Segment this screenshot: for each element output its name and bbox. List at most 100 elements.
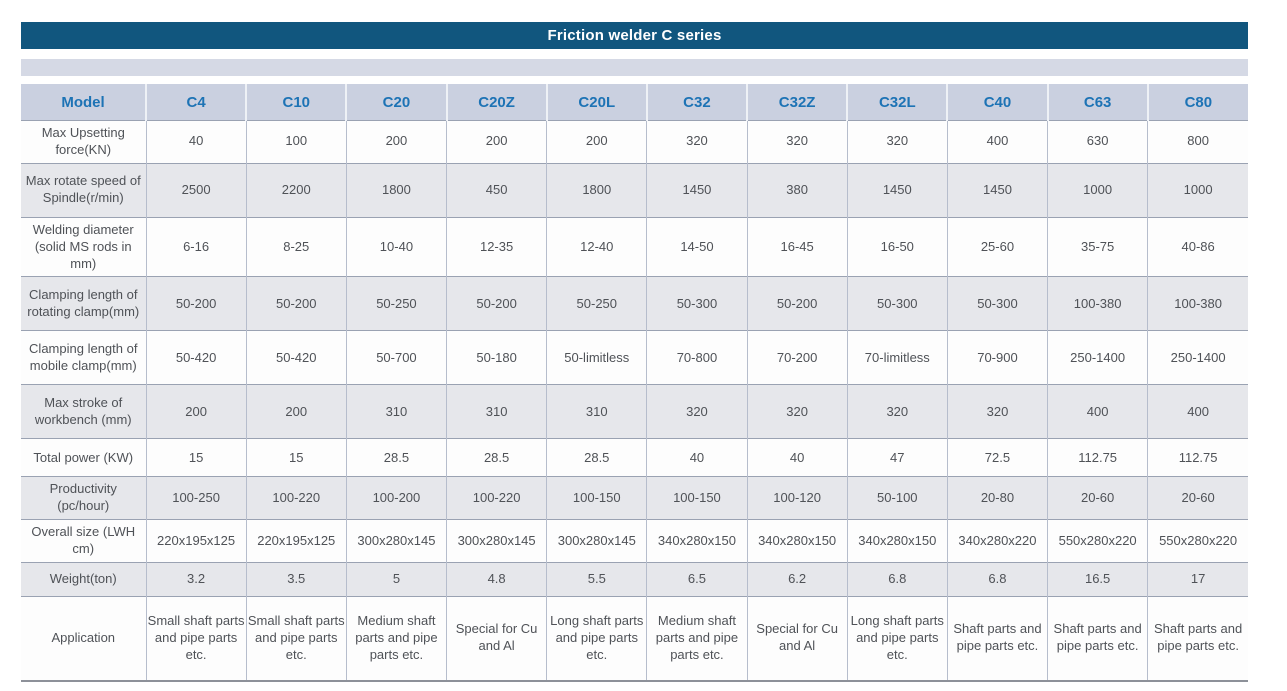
value-cell: 1450 [646,162,748,218]
value-cell: 200 [245,384,347,439]
model-column-header: C32L [846,84,948,121]
row-label-cell: Application [21,596,146,681]
value-cell: 112.75 [1047,438,1148,477]
value-cell: 50-200 [145,276,247,331]
value-cell: 1000 [1147,162,1248,218]
value-cell: 6.5 [646,562,748,597]
value-cell: 200 [145,384,247,439]
value-cell: Shaft parts and pipe parts etc. [1047,596,1148,681]
row-label-cell: Welding diameter (solid MS rods in mm) [21,216,146,277]
value-cell: 320 [746,384,848,439]
row-label-cell: Productivity (pc/hour) [21,476,146,520]
value-cell: 25-60 [946,216,1048,277]
table-row: Weight(ton) 3.2 3.5 5 4.8 5.5 6.5 6.2 6.8 6.8 16.5… [21,562,1248,597]
model-column-header: C80 [1146,84,1248,121]
value-cell: 70-800 [646,330,748,385]
value-cell: Small shaft parts and pipe parts etc. [245,596,347,681]
table-header-row: Model C4 C10 C20 C20Z C20L C32 C32Z C32L C40 C63 C8… [21,84,1248,121]
value-cell: 200 [546,120,647,164]
value-cell: 2200 [245,162,347,218]
value-cell: 340x280x150 [846,519,948,563]
model-column-header: C20 [345,84,447,121]
value-cell: Shaft parts and pipe parts etc. [1147,596,1248,681]
model-column-header: C40 [946,84,1048,121]
value-cell: 17 [1147,562,1248,597]
value-cell: 16.5 [1047,562,1148,597]
value-cell: 400 [946,120,1048,164]
value-cell: 50-300 [646,276,748,331]
value-cell: 1450 [946,162,1048,218]
value-cell: 450 [446,162,547,218]
value-cell: 310 [345,384,447,439]
model-column-header: C4 [144,84,247,121]
value-cell: 50-300 [846,276,948,331]
value-cell: 50-180 [446,330,547,385]
value-cell: 47 [846,438,948,477]
value-cell: 1800 [546,162,647,218]
value-cell: 40 [145,120,247,164]
spec-sheet-page: Friction welder C series Model C4 C10 C20 C2… [21,22,1248,682]
model-column-header: C32Z [746,84,848,121]
value-cell: 250-1400 [1147,330,1248,385]
value-cell: 100-150 [646,476,748,520]
table-row: Clamping length of mobile clamp(mm) 50-42… [21,330,1248,385]
value-cell: 6.8 [846,562,948,597]
table-row: Welding diameter (solid MS rods in mm) 6-… [21,216,1248,277]
value-cell: 320 [646,384,748,439]
value-cell: 5 [345,562,447,597]
value-cell: 50-420 [145,330,247,385]
value-cell: 340x280x220 [946,519,1048,563]
value-cell: 3.5 [245,562,347,597]
value-cell: 320 [946,384,1048,439]
value-cell: 400 [1047,384,1148,439]
value-cell: 12-40 [546,216,647,277]
table-row: Max Upsetting force(KN) 40 100 200 200 200 320… [21,120,1248,164]
value-cell: 50-200 [245,276,347,331]
value-cell: 112.75 [1147,438,1248,477]
value-cell: 300x280x145 [446,519,547,563]
model-column-header: C20Z [445,84,547,121]
value-cell: 20-60 [1047,476,1148,520]
value-cell: 1450 [846,162,948,218]
value-cell: 300x280x145 [345,519,447,563]
row-label-cell: Clamping length of mobile clamp(mm) [21,330,146,385]
value-cell: 8-25 [245,216,347,277]
value-cell: 6.2 [746,562,848,597]
value-cell: 40-86 [1147,216,1248,277]
value-cell: 2500 [145,162,247,218]
table-row: Total power (KW) 15 15 28.5 28.5 28.5 40 40 47 72… [21,438,1248,477]
value-cell: 50-700 [345,330,447,385]
value-cell: 6-16 [145,216,247,277]
model-column-header: C10 [245,84,347,121]
value-cell: 20-60 [1147,476,1248,520]
value-cell: 16-50 [846,216,948,277]
value-cell: 40 [746,438,848,477]
value-cell: Special for Cu and Al [446,596,547,681]
value-cell: Medium shaft parts and pipe parts etc. [345,596,447,681]
value-cell: 200 [345,120,447,164]
value-cell: 28.5 [345,438,447,477]
value-cell: 320 [646,120,748,164]
value-cell: 50-300 [946,276,1048,331]
value-cell: 550x280x220 [1047,519,1148,563]
row-label-cell: Total power (KW) [21,438,146,477]
value-cell: 200 [446,120,547,164]
value-cell: 50-200 [746,276,848,331]
value-cell: 300x280x145 [546,519,647,563]
value-cell: 72.5 [946,438,1048,477]
value-cell: 100-220 [446,476,547,520]
value-cell: 50-420 [245,330,347,385]
value-cell: 100-380 [1047,276,1148,331]
value-cell: 310 [446,384,547,439]
friction-welder-spec-table: Model C4 C10 C20 C20Z C20L C32 C32Z C32L C40 C63 C8… [21,84,1248,682]
value-cell: 16-45 [746,216,848,277]
value-cell: 70-limitless [846,330,948,385]
value-cell: 50-limitless [546,330,647,385]
table-title-bar: Friction welder C series [21,22,1248,49]
row-label-cell: Max stroke of workbench (mm) [21,384,146,439]
model-column-header: C20L [545,84,647,121]
value-cell: 15 [145,438,247,477]
value-cell: 14-50 [646,216,748,277]
value-cell: 100 [245,120,347,164]
value-cell: 20-80 [946,476,1048,520]
